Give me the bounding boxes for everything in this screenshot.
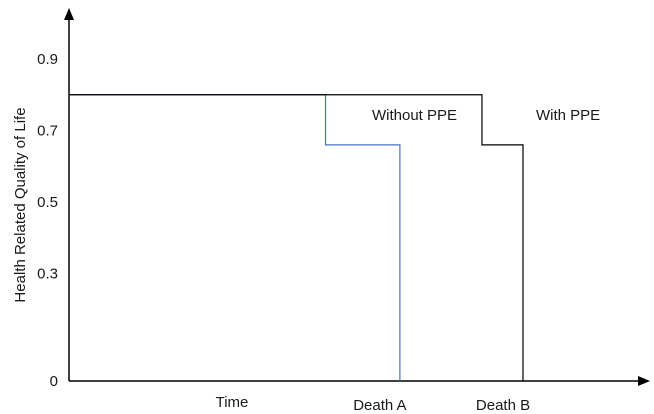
series-label-without-ppe: Without PPE — [372, 107, 457, 124]
y-tick-label: 0.9 — [37, 51, 58, 68]
series-label-with-ppe: With PPE — [536, 107, 600, 124]
x-marker-label: Death B — [476, 397, 530, 414]
x-axis-label: Time — [216, 394, 249, 411]
y-tick-label: 0.3 — [37, 266, 58, 283]
series-line-with-ppe — [69, 94, 524, 381]
y-axis-arrow — [64, 8, 74, 20]
series-line-without-ppe — [69, 94, 401, 381]
y-tick-label: 0.7 — [37, 123, 58, 140]
x-marker-label: Death A — [353, 397, 406, 414]
y-tick-label: 0.5 — [37, 194, 58, 211]
y-axis-label: Health Related Quality of Life — [12, 107, 29, 302]
y-tick-label: 0 — [50, 373, 58, 390]
x-axis-arrow — [638, 376, 650, 386]
